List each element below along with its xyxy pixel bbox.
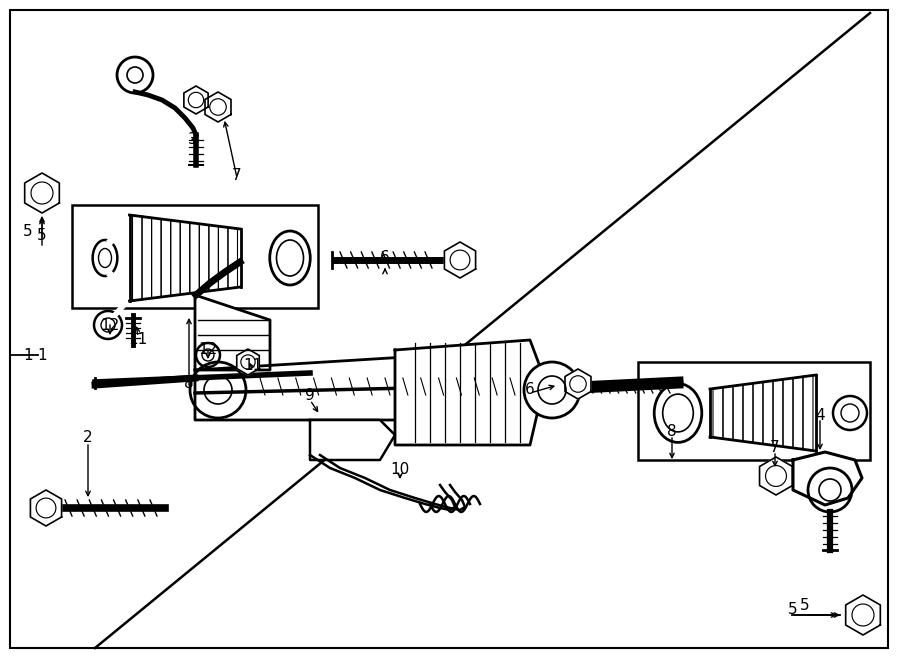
Text: 3: 3 (188, 132, 198, 147)
Text: 8: 8 (184, 375, 194, 391)
Polygon shape (793, 452, 862, 505)
Text: 9: 9 (305, 387, 315, 403)
Polygon shape (753, 382, 763, 444)
Polygon shape (199, 224, 209, 292)
Polygon shape (237, 349, 259, 375)
Polygon shape (209, 225, 219, 291)
Polygon shape (445, 242, 475, 278)
Text: 2: 2 (83, 430, 93, 446)
Text: 12: 12 (101, 317, 120, 332)
Polygon shape (760, 457, 793, 495)
Polygon shape (171, 220, 180, 296)
Polygon shape (180, 221, 190, 295)
Polygon shape (190, 223, 199, 293)
Circle shape (190, 362, 246, 418)
Text: 11: 11 (243, 358, 263, 373)
Text: 5: 5 (23, 225, 32, 239)
Polygon shape (763, 381, 773, 446)
Polygon shape (743, 383, 753, 443)
Polygon shape (132, 215, 142, 301)
Text: 10: 10 (391, 463, 410, 477)
Polygon shape (783, 378, 793, 448)
Text: 7: 7 (232, 167, 242, 182)
Polygon shape (219, 227, 228, 290)
Text: 6: 6 (380, 251, 390, 266)
Polygon shape (773, 379, 783, 447)
Text: 12: 12 (198, 342, 218, 358)
Bar (72, 205, 318, 308)
Polygon shape (195, 350, 535, 420)
Circle shape (524, 362, 580, 418)
Text: 6: 6 (525, 383, 535, 397)
Polygon shape (733, 385, 743, 441)
Text: 7: 7 (770, 440, 779, 455)
Polygon shape (793, 376, 803, 449)
Polygon shape (713, 387, 723, 438)
Polygon shape (205, 92, 231, 122)
Polygon shape (228, 228, 238, 288)
Text: 11: 11 (129, 332, 148, 348)
Text: 1: 1 (23, 348, 32, 362)
Polygon shape (723, 386, 733, 440)
Polygon shape (161, 219, 171, 297)
Text: 8: 8 (667, 424, 677, 440)
Polygon shape (31, 490, 61, 526)
Polygon shape (184, 86, 208, 114)
Text: 1: 1 (37, 348, 47, 362)
Polygon shape (142, 216, 151, 299)
Polygon shape (310, 420, 395, 460)
Text: 5: 5 (800, 598, 810, 613)
Polygon shape (803, 375, 813, 451)
Bar (638, 362, 870, 460)
Polygon shape (195, 295, 270, 370)
Text: 4: 4 (815, 407, 824, 422)
Text: 5: 5 (37, 227, 47, 243)
Text: 5: 5 (788, 602, 797, 617)
Polygon shape (565, 369, 591, 399)
Polygon shape (846, 595, 880, 635)
Polygon shape (395, 340, 545, 445)
Polygon shape (24, 173, 59, 213)
Polygon shape (151, 217, 161, 299)
